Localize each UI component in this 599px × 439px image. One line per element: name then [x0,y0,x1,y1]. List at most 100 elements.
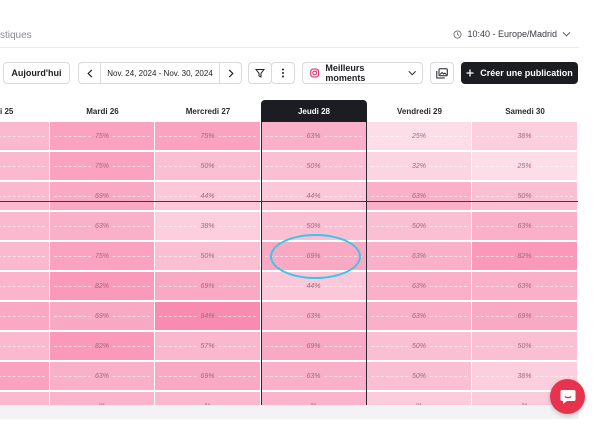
day-header[interactable]: Samedi 30 [505,106,545,116]
heatmap-cell[interactable]: 75% [50,152,155,181]
heatmap-cell[interactable]: 1% [0,362,50,391]
heatmap-cell[interactable]: % [0,272,50,301]
cell-percentage: 25% [409,132,428,140]
cell-divider [0,226,45,227]
cell-percentage: 82% [92,282,111,290]
heatmap-cell[interactable]: % [155,392,261,405]
cell-divider [0,136,45,137]
heatmap-cell[interactable]: 50% [472,182,578,211]
support-chat-button[interactable] [550,379,585,414]
day-header[interactable]: Mercredi 27 [185,106,231,116]
best-moments-dropdown[interactable]: Meilleurs moments [302,62,423,84]
heatmap-cell[interactable]: 50% [367,362,472,391]
cell-percentage: 44% [198,192,217,200]
filter-button[interactable] [248,62,272,84]
day-header[interactable]: Jeudi 28 [261,100,367,122]
heatmap-cell[interactable]: 63% [472,212,578,241]
cell-percentage: 50% [515,192,534,200]
heatmap-cell[interactable]: 63% [50,362,155,391]
heatmap-cell[interactable]: 75% [155,122,261,151]
cell-percentage: 50% [198,162,217,170]
heatmap-cell[interactable]: 63% [367,242,472,271]
heatmap-cell[interactable]: 57% [155,332,261,361]
day-header[interactable]: Vendredi 29 [397,106,442,116]
heatmap-cell[interactable]: 32% [367,152,472,181]
heatmap-cell[interactable]: % [0,212,50,241]
heatmap-cell[interactable]: 69% [155,272,261,301]
cell-percentage: 63% [515,282,534,290]
heatmap-cell[interactable]: 50% [367,332,472,361]
heatmap-cell[interactable]: 50% [367,212,472,241]
heatmap-cell[interactable]: 63% [367,272,472,301]
heatmap-cell[interactable]: 63% [367,302,472,331]
cell-percentage: 63% [409,192,428,200]
timezone-selector[interactable]: 10:40 - Europe/Madrid [453,29,571,39]
heatmap-cell[interactable]: 50% [472,332,578,361]
media-library-button[interactable] [430,62,454,84]
chat-icon [560,389,575,404]
heatmap-cell[interactable]: 38% [155,212,261,241]
active-day-column [261,122,367,405]
heatmap-cell[interactable]: 38% [472,122,578,151]
heatmap-cell[interactable]: % [367,392,472,405]
today-button[interactable]: Aujourd'hui [3,62,70,84]
create-post-button[interactable]: Créer une publication [461,62,578,84]
heatmap-cell[interactable]: 82% [50,332,155,361]
clock-icon [453,29,462,39]
horizontal-scrollbar[interactable] [0,405,579,419]
cell-percentage: 63% [515,222,534,230]
heatmap-grid: %%%%%% 38% 50% 63% 69% 63% 1% 50% 50% 69% 57% 82%% 6… [0,122,578,405]
cell-percentage: 82% [515,252,534,260]
current-time-line [0,201,578,202]
day-header[interactable]: Mardi 26 [86,106,119,116]
heatmap-cell[interactable]: 63% [472,272,578,301]
cell-percentage: 75% [92,162,111,170]
heatmap-cell[interactable]: 50% [155,152,261,181]
heatmap-cell[interactable]: 63% [261,122,367,151]
heatmap-cell[interactable]: 25% [472,152,578,181]
heatmap-cell[interactable]: 69% [50,302,155,331]
heatmap-cell[interactable]: 69% [155,362,261,391]
heatmap-cell[interactable]: 50% [261,152,367,181]
breadcrumb[interactable]: stiques [0,30,32,41]
cell-percentage: 69% [92,192,111,200]
heatmap-cell[interactable]: 63% [367,182,472,211]
heatmap-cell[interactable]: % [0,122,50,151]
cell-percentage: 50% [198,252,217,260]
heatmap-cell[interactable]: % [0,152,50,181]
heatmap-cell[interactable]: 50% [155,242,261,271]
chevron-left-icon [86,68,92,78]
heatmap-cell[interactable]: 69% [50,182,155,211]
heatmap-cell[interactable]: % [0,332,50,361]
heatmap-cell[interactable]: 75% [50,122,155,151]
cell-divider [0,346,45,347]
heatmap-cell[interactable]: % [50,392,155,405]
heatmap-cell[interactable]: 94% [155,302,261,331]
heatmap-cell[interactable]: 82% [472,242,578,271]
heatmap-cell[interactable]: 69% [261,332,367,361]
heatmap-cell[interactable]: 44% [261,182,367,211]
heatmap-cell[interactable]: % [0,242,50,271]
cell-percentage: 50% [409,222,428,230]
more-options-button[interactable] [271,62,295,84]
heatmap-cell[interactable]: % [0,302,50,331]
heatmap-cell[interactable]: % [0,182,50,211]
cell-divider [0,376,45,377]
date-range-picker: Nov. 24, 2024 - Nov. 30, 2024 [78,62,242,84]
heatmap-cell[interactable]: 69% [472,302,578,331]
cell-percentage: 94% [198,312,217,320]
heatmap-cell[interactable]: 25% [367,122,472,151]
cell-percentage: 38% [515,132,534,140]
date-range-label[interactable]: Nov. 24, 2024 - Nov. 30, 2024 [107,68,213,78]
heatmap-cell[interactable]: 63% [261,362,367,391]
next-week-button[interactable] [219,63,241,83]
heatmap-cell[interactable]: 44% [155,182,261,211]
heatmap-cell[interactable]: % [0,392,50,405]
heatmap-cell[interactable]: 63% [50,212,155,241]
day-header[interactable]: i 25 [0,106,14,116]
previous-week-button[interactable] [79,63,101,83]
cell-percentage: 63% [304,372,323,380]
heatmap-cell[interactable]: 82% [50,272,155,301]
cell-divider [0,286,45,287]
heatmap-cell[interactable]: 75% [50,242,155,271]
